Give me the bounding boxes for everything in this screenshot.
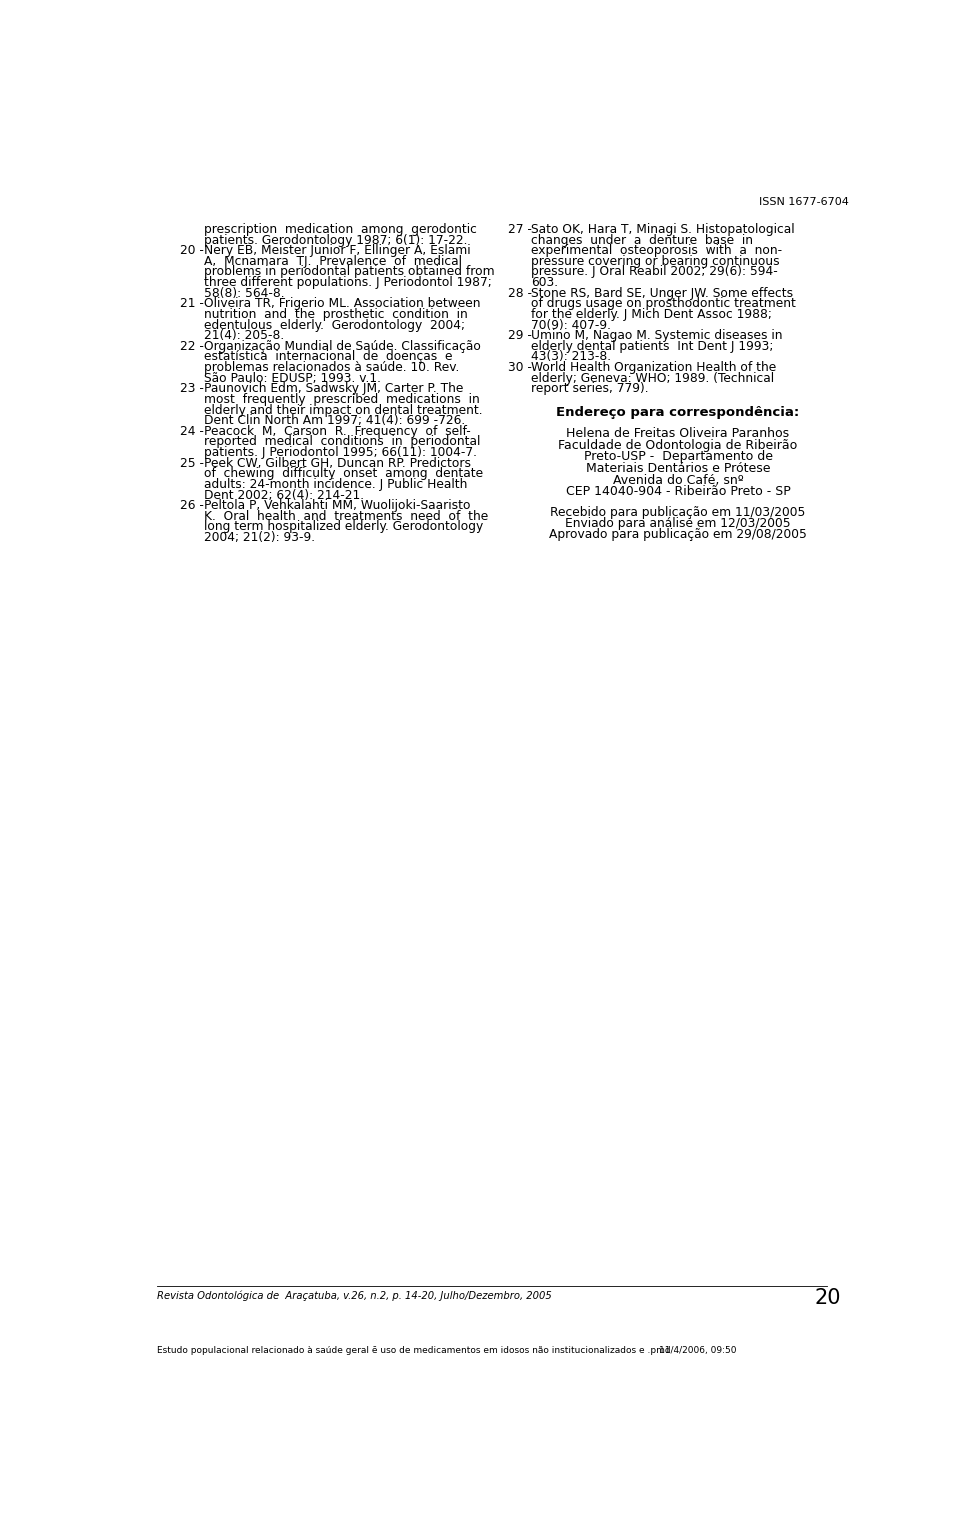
Text: 603.: 603. bbox=[531, 276, 558, 290]
Text: Dent Clin North Am 1997; 41(4): 699 -726.: Dent Clin North Am 1997; 41(4): 699 -726… bbox=[204, 415, 465, 427]
Text: 29 -: 29 - bbox=[508, 329, 532, 343]
Text: Nery EB, Meister Junior F, Ellinger A, Eslami: Nery EB, Meister Junior F, Ellinger A, E… bbox=[204, 244, 470, 258]
Text: ISSN 1677-6704: ISSN 1677-6704 bbox=[758, 197, 849, 207]
Text: elderly; Geneva: WHO; 1989. (Technical: elderly; Geneva: WHO; 1989. (Technical bbox=[531, 372, 774, 384]
Text: 43(3): 213-8.: 43(3): 213-8. bbox=[531, 351, 611, 363]
Text: estatística  internacional  de  doenças  e: estatística internacional de doenças e bbox=[204, 351, 452, 363]
Text: Aprovado para publicação em 29/08/2005: Aprovado para publicação em 29/08/2005 bbox=[549, 527, 807, 541]
Text: 24 -: 24 - bbox=[180, 425, 204, 437]
Text: of  chewing  difficulty  onset  among  dentate: of chewing difficulty onset among dentat… bbox=[204, 468, 483, 480]
Text: Peltola P, Vehkalahti MM, Wuolijoki-Saaristo: Peltola P, Vehkalahti MM, Wuolijoki-Saar… bbox=[204, 500, 470, 512]
Text: Organização Mundial de Saúde. Classificação: Organização Mundial de Saúde. Classifica… bbox=[204, 340, 481, 354]
Text: Helena de Freitas Oliveira Paranhos: Helena de Freitas Oliveira Paranhos bbox=[566, 427, 789, 440]
Text: edentulous  elderly.  Gerodontology  2004;: edentulous elderly. Gerodontology 2004; bbox=[204, 319, 465, 332]
Text: 23 -: 23 - bbox=[180, 383, 204, 395]
Text: Faculdade de Odontologia de Ribeirão: Faculdade de Odontologia de Ribeirão bbox=[559, 439, 798, 451]
Text: K.  Oral  health  and  treatments  need  of  the: K. Oral health and treatments need of th… bbox=[204, 511, 488, 523]
Text: Paunovich Edm, Sadwsky JM, Carter P. The: Paunovich Edm, Sadwsky JM, Carter P. The bbox=[204, 383, 463, 395]
Text: pressure. J Oral Reabil 2002; 29(6): 594-: pressure. J Oral Reabil 2002; 29(6): 594… bbox=[531, 265, 778, 279]
Text: Peacock  M,  Carson  R.  Frequency  of  self-: Peacock M, Carson R. Frequency of self- bbox=[204, 425, 470, 437]
Text: Revista Odontológica de  Araçatuba, v.26, n.2, p. 14-20, Julho/Dezembro, 2005: Revista Odontológica de Araçatuba, v.26,… bbox=[157, 1291, 552, 1301]
Text: CEP 14040-904 - Ribeirão Preto - SP: CEP 14040-904 - Ribeirão Preto - SP bbox=[565, 485, 790, 498]
Text: 25 -: 25 - bbox=[180, 457, 204, 469]
Text: A,  Mcnamara  TJ.  Prevalence  of  medical: A, Mcnamara TJ. Prevalence of medical bbox=[204, 255, 462, 268]
Text: Avenida do Café, snº: Avenida do Café, snº bbox=[612, 474, 743, 486]
Text: 22 -: 22 - bbox=[180, 340, 204, 354]
Text: long term hospitalized elderly. Gerodontology: long term hospitalized elderly. Gerodont… bbox=[204, 521, 483, 533]
Text: 27 -: 27 - bbox=[508, 223, 532, 236]
Text: nutrition  and  the  prosthetic  condition  in: nutrition and the prosthetic condition i… bbox=[204, 308, 468, 322]
Text: Preto-USP -  Departamento de: Preto-USP - Departamento de bbox=[584, 450, 773, 463]
Text: Dent 2002; 62(4): 214-21.: Dent 2002; 62(4): 214-21. bbox=[204, 489, 364, 501]
Text: Umino M, Nagao M. Systemic diseases in: Umino M, Nagao M. Systemic diseases in bbox=[531, 329, 782, 343]
Text: 30 -: 30 - bbox=[508, 361, 532, 373]
Text: most  frequently  prescribed  medications  in: most frequently prescribed medications i… bbox=[204, 393, 479, 405]
Text: 20 -: 20 - bbox=[180, 244, 204, 258]
Text: experimental  osteoporosis  with  a  non-: experimental osteoporosis with a non- bbox=[531, 244, 781, 258]
Text: 21 -: 21 - bbox=[180, 297, 204, 311]
Text: elderly and their impact on dental treatment.: elderly and their impact on dental treat… bbox=[204, 404, 482, 416]
Text: São Paulo: EDUSP; 1993. v.1.: São Paulo: EDUSP; 1993. v.1. bbox=[204, 372, 381, 384]
Text: 20: 20 bbox=[814, 1288, 841, 1308]
Text: Peek CW, Gilbert GH, Duncan RP. Predictors: Peek CW, Gilbert GH, Duncan RP. Predicto… bbox=[204, 457, 470, 469]
Text: 28 -: 28 - bbox=[508, 287, 532, 300]
Text: Enviado para análise em 12/03/2005: Enviado para análise em 12/03/2005 bbox=[565, 517, 791, 530]
Text: three different populations. J Periodontol 1987;: three different populations. J Periodont… bbox=[204, 276, 492, 290]
Text: Estudo populacional relacionado à saúde geral ē uso de medicamentos em idosos nã: Estudo populacional relacionado à saúde … bbox=[157, 1346, 671, 1355]
Text: Sato OK, Hara T, Minagi S. Histopatological: Sato OK, Hara T, Minagi S. Histopatologi… bbox=[531, 223, 794, 236]
Text: 11/4/2006, 09:50: 11/4/2006, 09:50 bbox=[659, 1346, 736, 1355]
Text: problemas relacionados à saúde. 10. Rev.: problemas relacionados à saúde. 10. Rev. bbox=[204, 361, 459, 373]
Text: patients. Gerodontology 1987; 6(1): 17-22.: patients. Gerodontology 1987; 6(1): 17-2… bbox=[204, 233, 468, 247]
Text: Stone RS, Bard SE, Unger JW. Some effects: Stone RS, Bard SE, Unger JW. Some effect… bbox=[531, 287, 793, 300]
Text: problems in periodontal patients obtained from: problems in periodontal patients obtaine… bbox=[204, 265, 494, 279]
Text: elderly dental patients  Int Dent J 1993;: elderly dental patients Int Dent J 1993; bbox=[531, 340, 773, 354]
Text: 21(4): 205-8.: 21(4): 205-8. bbox=[204, 329, 284, 343]
Text: adults: 24-month incidence. J Public Health: adults: 24-month incidence. J Public Hea… bbox=[204, 479, 468, 491]
Text: World Health Organization Health of the: World Health Organization Health of the bbox=[531, 361, 776, 373]
Text: report series, 779).: report series, 779). bbox=[531, 383, 648, 395]
Text: 70(9): 407-9.: 70(9): 407-9. bbox=[531, 319, 611, 332]
Text: 26 -: 26 - bbox=[180, 500, 204, 512]
Text: for the elderly. J Mich Dent Assoc 1988;: for the elderly. J Mich Dent Assoc 1988; bbox=[531, 308, 772, 322]
Text: prescription  medication  among  gerodontic: prescription medication among gerodontic bbox=[204, 223, 476, 236]
Text: Oliveira TR, Frigerio ML. Association between: Oliveira TR, Frigerio ML. Association be… bbox=[204, 297, 480, 311]
Text: changes  under  a  denture  base  in: changes under a denture base in bbox=[531, 233, 753, 247]
Text: Endereço para correspondência:: Endereço para correspondência: bbox=[557, 405, 800, 419]
Text: 58(8): 564-8.: 58(8): 564-8. bbox=[204, 287, 284, 300]
Text: pressure covering or bearing continuous: pressure covering or bearing continuous bbox=[531, 255, 780, 268]
Text: Materiais Dentários e Prótese: Materiais Dentários e Prótese bbox=[586, 462, 770, 475]
Text: patients. J Periodontol 1995; 66(11): 1004-7.: patients. J Periodontol 1995; 66(11): 10… bbox=[204, 447, 477, 459]
Text: reported  medical  conditions  in  periodontal: reported medical conditions in periodont… bbox=[204, 436, 480, 448]
Text: Recebido para publicação em 11/03/2005: Recebido para publicação em 11/03/2005 bbox=[550, 506, 805, 518]
Text: 2004; 21(2): 93-9.: 2004; 21(2): 93-9. bbox=[204, 530, 315, 544]
Text: of drugs usage on prosthodontic treatment: of drugs usage on prosthodontic treatmen… bbox=[531, 297, 796, 311]
